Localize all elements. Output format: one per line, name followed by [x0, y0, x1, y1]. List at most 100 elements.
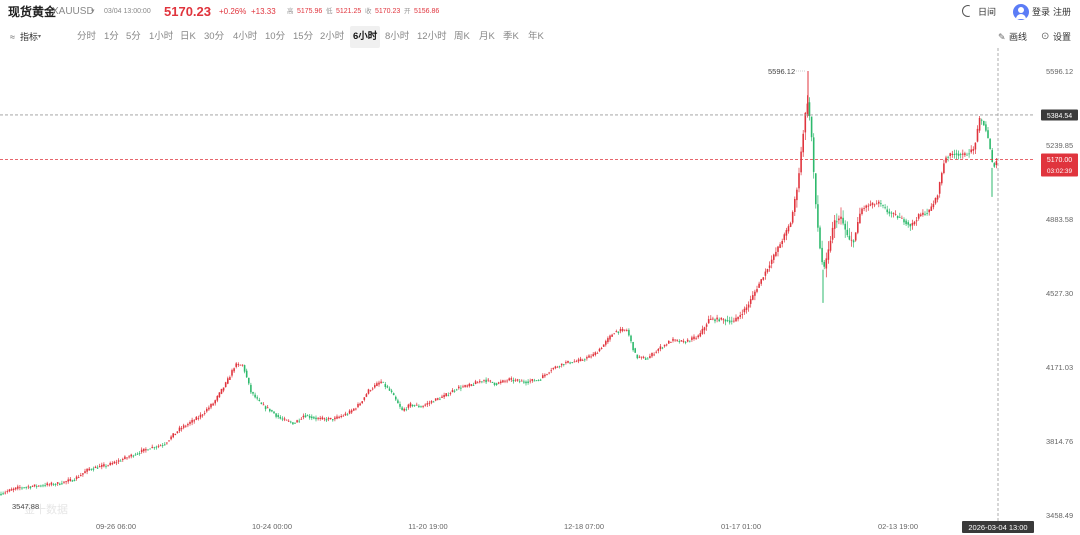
- candle-body: [533, 380, 536, 382]
- user-icon: [1018, 7, 1024, 13]
- candle-body: [819, 227, 821, 249]
- candle-body: [602, 344, 605, 347]
- candle-body: [812, 137, 815, 172]
- candle-233: [489, 379, 492, 383]
- candle-body: [823, 261, 825, 267]
- candle-body: [201, 414, 204, 416]
- candle-body: [4, 492, 6, 494]
- candle-body: [122, 459, 124, 460]
- candle-body: [829, 240, 832, 251]
- candle-256: [537, 379, 540, 382]
- crosshair-time-label: 2026-03-04 13:00: [968, 523, 1027, 532]
- candle-body: [880, 203, 882, 205]
- interval-tab-6[interactable]: 4小时: [233, 31, 258, 42]
- candle-body: [222, 387, 225, 391]
- candle-247: [518, 379, 521, 384]
- candle-326: [684, 341, 687, 345]
- candle-226: [474, 379, 477, 385]
- indicator-icon[interactable]: ≈: [10, 32, 15, 42]
- pencil-icon[interactable]: ✎: [998, 32, 1006, 42]
- candle-body: [577, 359, 580, 362]
- moon-icon[interactable]: [962, 5, 970, 17]
- high-price-label: 5596.12: [768, 67, 795, 76]
- interval-tab-5[interactable]: 30分: [204, 31, 225, 42]
- candle-77: [161, 443, 164, 448]
- candle-58: [122, 457, 124, 462]
- candle-body: [405, 409, 408, 411]
- interval-tab-2[interactable]: 5分: [126, 31, 141, 42]
- candle-body: [472, 384, 475, 386]
- candle-body: [878, 201, 880, 204]
- candle-388: [815, 173, 817, 209]
- day-night-toggle[interactable]: 日间: [978, 7, 997, 17]
- candle-303: [636, 354, 639, 360]
- candle-248: [521, 379, 523, 382]
- candle-368: [773, 253, 775, 264]
- candle-body: [422, 406, 424, 407]
- draw-line-button[interactable]: 画线: [1009, 32, 1028, 42]
- interval-tab-9[interactable]: 2小时: [320, 31, 345, 42]
- interval-tab-16[interactable]: 年K: [528, 31, 544, 42]
- candle-192: [403, 407, 405, 412]
- candle-body: [59, 483, 61, 485]
- candle-body: [92, 468, 95, 470]
- candle-34: [71, 479, 74, 482]
- interval-tab-12[interactable]: 12小时: [417, 31, 447, 42]
- indicator-button[interactable]: 指标: [20, 32, 39, 42]
- interval-tab-15[interactable]: 季K: [503, 31, 519, 42]
- candle-body: [338, 416, 340, 418]
- register-link[interactable]: 注册: [1053, 7, 1072, 17]
- candle-471: [989, 138, 991, 150]
- interval-tab-13[interactable]: 周K: [454, 31, 470, 42]
- candle-body: [365, 394, 368, 397]
- candle-158: [332, 419, 334, 422]
- candle-91: [191, 417, 193, 426]
- candle-body: [985, 124, 987, 131]
- candle-body: [762, 277, 765, 280]
- interval-tab-14[interactable]: 月K: [479, 31, 495, 42]
- candle-438: [920, 212, 922, 217]
- candle-198: [416, 402, 418, 406]
- candle-body: [993, 163, 996, 167]
- interval-tab-1[interactable]: 1分: [104, 31, 119, 42]
- chevron-down-icon[interactable]: ▾: [38, 34, 42, 40]
- chevron-down-icon[interactable]: ▾: [91, 8, 95, 15]
- interval-tab-8[interactable]: 15分: [293, 31, 314, 42]
- interval-tab-10[interactable]: 6小时: [350, 26, 381, 48]
- candle-57: [119, 459, 122, 462]
- candle-body: [550, 370, 552, 372]
- interval-tab-7[interactable]: 10分: [265, 31, 286, 42]
- interval-tab-11[interactable]: 8小时: [385, 31, 410, 42]
- candle-body: [978, 118, 981, 131]
- candle-18: [38, 485, 40, 487]
- candle-body: [556, 366, 559, 368]
- candle-body: [605, 341, 607, 345]
- settings-button[interactable]: 设置: [1053, 32, 1072, 42]
- interval-tab-3[interactable]: 1小时: [149, 31, 174, 42]
- symbol-selector[interactable]: XAUUSD: [52, 6, 94, 17]
- interval-tab-4[interactable]: 日K: [180, 31, 196, 42]
- candle-body: [260, 402, 263, 404]
- candle-48: [101, 462, 103, 470]
- avatar[interactable]: [1013, 4, 1029, 20]
- candle-384: [806, 95, 809, 118]
- candle-body: [128, 456, 130, 458]
- candle-275: [577, 357, 580, 364]
- candle-419: [880, 200, 882, 207]
- candle-131: [275, 413, 277, 419]
- candle-436: [915, 217, 918, 226]
- candle-body: [802, 133, 804, 153]
- candle-234: [491, 381, 494, 383]
- candle-336: [705, 322, 708, 331]
- gear-icon[interactable]: ⊙: [1041, 31, 1050, 42]
- candle-body: [699, 333, 702, 337]
- candle-103: [216, 395, 219, 403]
- interval-tab-0[interactable]: 分时: [77, 31, 97, 42]
- candle-85: [178, 425, 181, 433]
- candle-body: [111, 463, 114, 465]
- last-price: 5170.23: [164, 4, 211, 19]
- candle-body: [873, 204, 876, 206]
- candle-457: [959, 152, 962, 159]
- login-link[interactable]: 登录: [1032, 7, 1051, 17]
